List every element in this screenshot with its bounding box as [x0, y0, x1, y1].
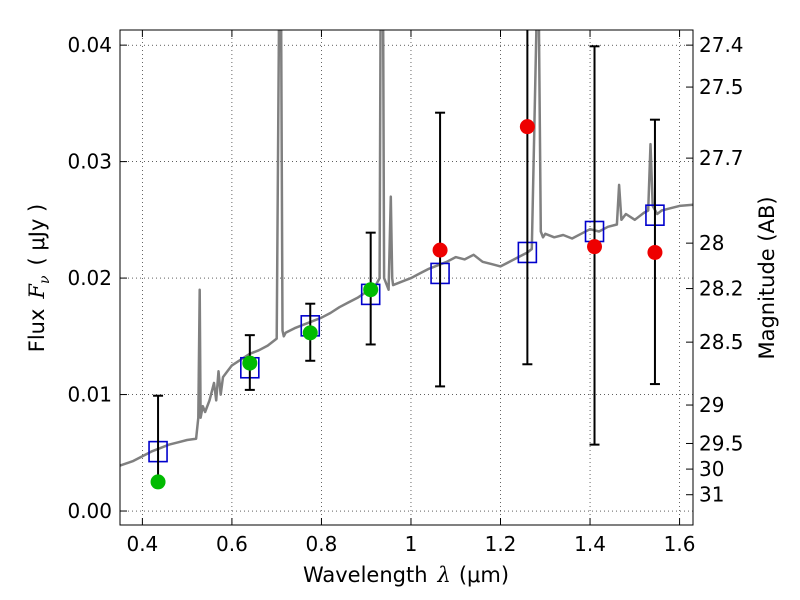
detection-point [150, 474, 166, 490]
upper-limit-point [432, 242, 448, 258]
x-tick-label: 1 [405, 532, 418, 556]
y-tick-label: 0.01 [67, 383, 112, 407]
spectrum-line [120, 30, 693, 467]
plot-frame [119, 29, 694, 526]
x-tick-label: 1.6 [664, 532, 696, 556]
x-tick-label: 0.8 [306, 532, 338, 556]
x-tick-label: 0.6 [216, 532, 248, 556]
upper-limit-point [519, 119, 535, 135]
upper-limit-point [647, 244, 663, 260]
y-axis-label: FluxFν( μJy ) [25, 204, 53, 352]
right-tick-label: 28 [699, 231, 724, 255]
right-tick-label: 28.5 [699, 330, 744, 354]
y-axis-label-right: Magnitude (AB) [755, 196, 779, 359]
right-tick-label: 27.7 [699, 146, 744, 170]
y-tick-label: 0.02 [67, 266, 112, 290]
y-tick-label: 0.04 [67, 33, 112, 57]
y-tick-label: 0.00 [67, 499, 112, 523]
x-tick-label: 1.2 [485, 532, 517, 556]
right-tick-label: 27.4 [699, 33, 744, 57]
right-tick-label: 31 [699, 483, 724, 507]
x-tick-label: 0.4 [126, 532, 158, 556]
x-tick-label: 1.4 [574, 532, 606, 556]
plot-background [120, 30, 693, 525]
plot-area [120, 30, 693, 490]
upper-limit-point [587, 239, 603, 255]
right-tick-label: 28.2 [699, 277, 744, 301]
right-tick-label: 27.5 [699, 75, 744, 99]
detection-point [302, 325, 318, 341]
right-tick-label: 29.5 [699, 431, 744, 455]
y-tick-label: 0.03 [67, 150, 112, 174]
grid [120, 30, 693, 525]
detection-point [363, 282, 379, 298]
detection-point [242, 355, 258, 371]
axis-ticks: 0.4 0.6 0.8 1 1.2 1.4 1.6 0.00 0.01 0.02 0.03 0.04 2… [67, 30, 744, 556]
right-tick-label: 29 [699, 393, 724, 417]
x-axis-label: Wavelength λ (μm) [303, 563, 509, 587]
right-tick-label: 30 [699, 457, 724, 481]
